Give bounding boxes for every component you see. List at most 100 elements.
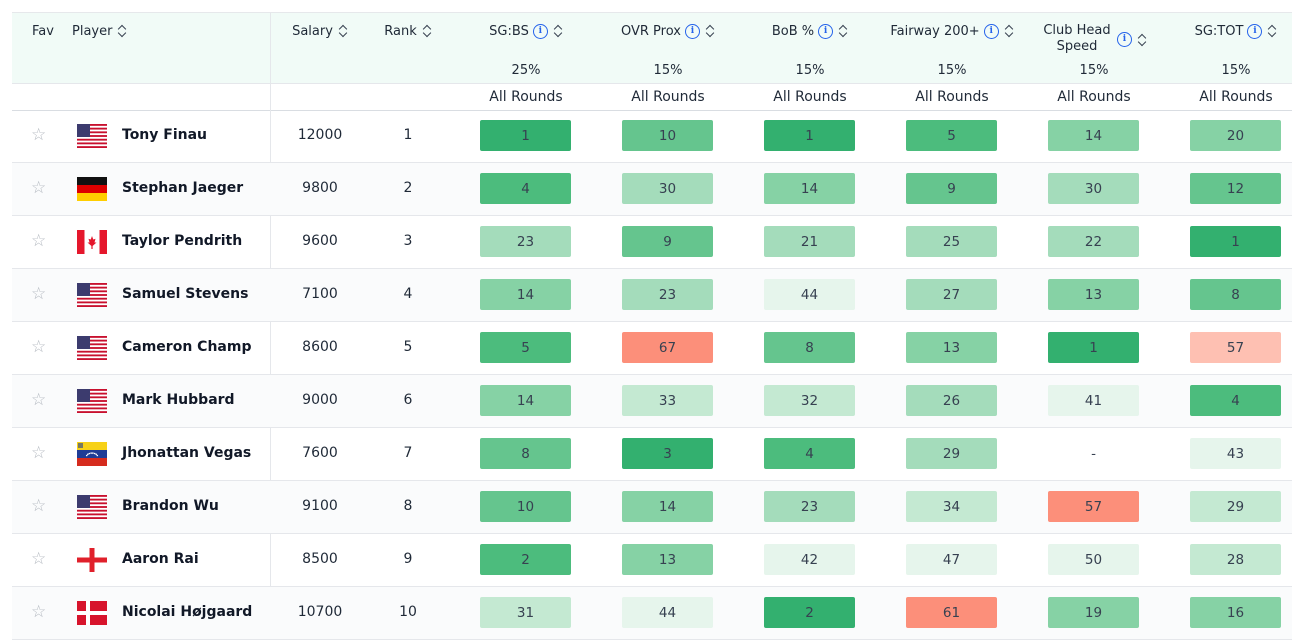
- country-flag-icon: [77, 389, 107, 413]
- stat-cell: 42: [764, 544, 855, 575]
- stat-scope[interactable]: All Rounds: [631, 89, 705, 105]
- stat-column-header[interactable]: Fairway 200+ i: [881, 23, 1023, 63]
- table-row[interactable]: ☆ Taylor Pendrith 9600 3 23 9 21 25 22 1: [12, 216, 1292, 269]
- stat-cell: 41: [1048, 385, 1139, 416]
- stat-column-header[interactable]: OVR Prox i: [597, 23, 739, 63]
- sort-arrows-icon[interactable]: [554, 23, 563, 37]
- player-name[interactable]: Tony Finau: [122, 127, 208, 143]
- stat-column-header[interactable]: SG:TOT i: [1165, 23, 1292, 63]
- stat-cell: 47: [906, 544, 997, 575]
- favorite-star-icon[interactable]: ☆: [31, 390, 47, 410]
- stat-cell: 12: [1190, 173, 1281, 204]
- stat-scope[interactable]: All Rounds: [773, 89, 847, 105]
- info-circle-icon[interactable]: i: [1247, 24, 1263, 39]
- salary-value: 9600: [302, 233, 338, 249]
- table-row[interactable]: ☆ Cameron Champ 8600 5 5 67 8 13 1 57: [12, 322, 1292, 375]
- sort-arrows-icon[interactable]: [1005, 23, 1014, 37]
- salary-value: 10700: [297, 604, 343, 620]
- stat-cell: 1: [1048, 332, 1139, 363]
- country-flag-icon: [77, 177, 107, 201]
- sort-arrows-icon[interactable]: [839, 23, 848, 37]
- player-name[interactable]: Nicolai Højgaard: [122, 604, 253, 620]
- stat-cell: 20: [1190, 120, 1281, 151]
- stat-cell: 8: [1190, 279, 1281, 310]
- player-name[interactable]: Brandon Wu: [122, 498, 219, 514]
- player-name[interactable]: Stephan Jaeger: [122, 180, 244, 196]
- stat-cell: 8: [480, 438, 571, 469]
- table-row[interactable]: ☆ Stephan Jaeger 9800 2 4 30 14 9 30 12: [12, 163, 1292, 216]
- stat-cell: 44: [622, 597, 713, 628]
- stat-weight: 15%: [1221, 63, 1251, 78]
- salary-value: 7600: [302, 445, 338, 461]
- sort-arrows-icon[interactable]: [118, 23, 127, 37]
- favorite-star-icon[interactable]: ☆: [31, 337, 47, 357]
- stat-cell: 32: [764, 385, 855, 416]
- stat-cell: 67: [622, 332, 713, 363]
- stat-cell: 14: [1048, 120, 1139, 151]
- stat-cell: 14: [480, 385, 571, 416]
- player-column-header[interactable]: Player: [72, 23, 262, 63]
- stat-scope[interactable]: All Rounds: [1057, 89, 1131, 105]
- stat-scope[interactable]: All Rounds: [489, 89, 563, 105]
- stat-column-header[interactable]: SG:BS i: [455, 23, 597, 63]
- sort-arrows-icon[interactable]: [423, 23, 432, 37]
- stat-cell: 1: [1190, 226, 1281, 257]
- table-row[interactable]: ☆ Aaron Rai 8500 9 2 13 42 47 50 28: [12, 534, 1292, 587]
- table-row[interactable]: ☆ Mark Hubbard 9000 6 14 33 32 26 41 4: [12, 375, 1292, 428]
- player-name[interactable]: Jhonattan Vegas: [122, 445, 252, 461]
- favorite-star-icon[interactable]: ☆: [31, 125, 47, 145]
- stat-cell: 19: [1048, 597, 1139, 628]
- player-name[interactable]: Taylor Pendrith: [122, 233, 243, 249]
- favorite-star-icon[interactable]: ☆: [31, 549, 47, 569]
- stat-cell: 16: [1190, 597, 1281, 628]
- rank-value: 5: [403, 339, 413, 355]
- player-name[interactable]: Cameron Champ: [122, 339, 252, 355]
- table-row[interactable]: ☆ Samuel Stevens 7100 4 14 23 44 27 13 8: [12, 269, 1292, 322]
- salary-value: 12000: [297, 127, 343, 143]
- favorite-star-icon[interactable]: ☆: [31, 178, 47, 198]
- country-flag-icon: [77, 442, 107, 466]
- sort-arrows-icon[interactable]: [339, 23, 348, 37]
- sort-arrows-icon[interactable]: [1138, 32, 1147, 46]
- table-row[interactable]: ☆ Jhonattan Vegas 7600 7 8 3 4 29 - 43: [12, 428, 1292, 481]
- stat-scope[interactable]: All Rounds: [1199, 89, 1273, 105]
- info-circle-icon[interactable]: i: [1117, 32, 1132, 47]
- country-flag-icon: [77, 601, 107, 625]
- rank-column-header[interactable]: Rank: [368, 23, 448, 63]
- salary-column-header[interactable]: Salary: [272, 23, 368, 63]
- column-divider: [270, 13, 271, 637]
- player-name[interactable]: Aaron Rai: [122, 551, 199, 567]
- favorite-star-icon[interactable]: ☆: [31, 602, 47, 622]
- info-circle-icon[interactable]: i: [532, 24, 548, 39]
- country-flag-icon: [77, 124, 107, 148]
- stat-cell: 5: [906, 120, 997, 151]
- stat-cell: 2: [480, 544, 571, 575]
- stat-cell: 29: [1190, 491, 1281, 522]
- table-row[interactable]: ☆ Tony Finau 12000 1 1 10 1 5 14 20: [12, 110, 1292, 163]
- favorite-star-icon[interactable]: ☆: [31, 443, 47, 463]
- info-circle-icon[interactable]: i: [983, 24, 999, 39]
- table-row[interactable]: ☆ Nicolai Højgaard 10700 10 31 44 2 61 19 16: [12, 587, 1292, 640]
- rank-value: 2: [403, 180, 413, 196]
- player-name[interactable]: Samuel Stevens: [122, 286, 249, 302]
- stat-column-header[interactable]: Club Head Speed i: [1023, 23, 1165, 63]
- sort-arrows-icon[interactable]: [1268, 23, 1277, 37]
- info-circle-icon[interactable]: i: [684, 24, 700, 39]
- stat-cell: 13: [906, 332, 997, 363]
- stat-cell: 23: [622, 279, 713, 310]
- stat-cell: 29: [906, 438, 997, 469]
- table-row[interactable]: ☆ Brandon Wu 9100 8 10 14 23 34 57 29: [12, 481, 1292, 534]
- stat-weight: 15%: [937, 63, 967, 78]
- favorite-star-icon[interactable]: ☆: [31, 231, 47, 251]
- player-name[interactable]: Mark Hubbard: [122, 392, 235, 408]
- sort-arrows-icon[interactable]: [706, 23, 715, 37]
- favorite-star-icon[interactable]: ☆: [31, 284, 47, 304]
- stat-column-header[interactable]: BoB % i: [739, 23, 881, 63]
- stat-cell: 22: [1048, 226, 1139, 257]
- country-flag-icon: [77, 495, 107, 519]
- favorite-star-icon[interactable]: ☆: [31, 496, 47, 516]
- info-circle-icon[interactable]: i: [818, 24, 834, 39]
- header-scope-band: [12, 83, 1292, 110]
- stat-cell: 9: [622, 226, 713, 257]
- stat-scope[interactable]: All Rounds: [915, 89, 989, 105]
